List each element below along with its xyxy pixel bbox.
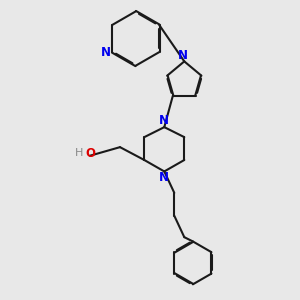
Text: N: N [178, 49, 188, 62]
Text: O: O [85, 147, 96, 160]
Text: N: N [159, 114, 169, 127]
Text: N: N [101, 46, 111, 59]
Text: H: H [75, 148, 83, 158]
Text: N: N [159, 171, 169, 184]
